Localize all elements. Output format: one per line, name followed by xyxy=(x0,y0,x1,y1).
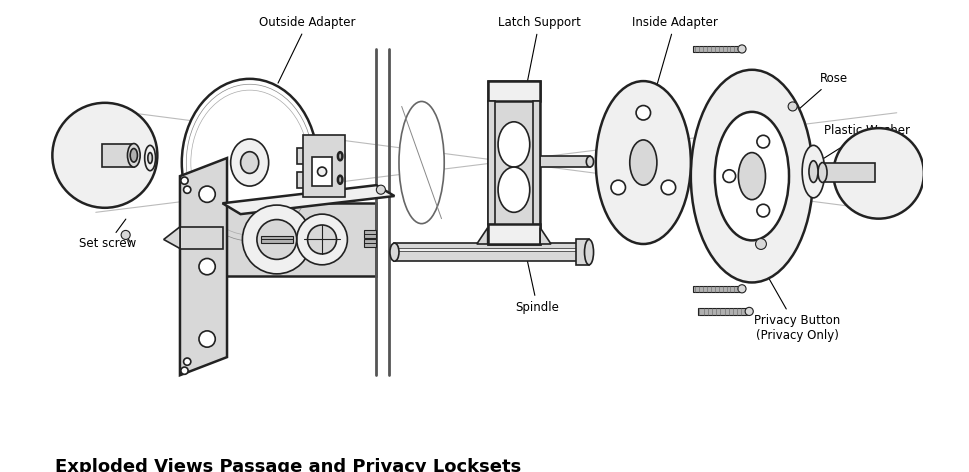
Circle shape xyxy=(611,180,625,194)
Ellipse shape xyxy=(586,156,594,167)
Ellipse shape xyxy=(338,176,342,184)
Polygon shape xyxy=(477,228,487,244)
Bar xyxy=(297,172,340,188)
Ellipse shape xyxy=(715,112,789,240)
Circle shape xyxy=(756,238,766,249)
Text: Spindle: Spindle xyxy=(516,256,559,314)
Text: Privacy Button
(Privacy Only): Privacy Button (Privacy Only) xyxy=(753,251,840,342)
Circle shape xyxy=(757,135,769,148)
Polygon shape xyxy=(180,227,223,249)
Ellipse shape xyxy=(745,307,753,315)
Bar xyxy=(577,239,589,265)
Bar xyxy=(823,162,875,183)
Circle shape xyxy=(121,230,130,239)
Text: Outside Adapter: Outside Adapter xyxy=(260,16,356,83)
Bar xyxy=(312,157,332,186)
Circle shape xyxy=(833,128,923,219)
Ellipse shape xyxy=(818,162,828,183)
Text: Latch Support: Latch Support xyxy=(498,16,580,101)
Bar xyxy=(487,81,540,244)
Circle shape xyxy=(723,170,735,183)
Ellipse shape xyxy=(182,79,318,246)
Circle shape xyxy=(52,103,157,208)
Polygon shape xyxy=(540,228,551,244)
Polygon shape xyxy=(223,185,394,214)
Circle shape xyxy=(257,219,297,260)
Bar xyxy=(487,81,540,101)
Bar xyxy=(102,143,134,167)
Ellipse shape xyxy=(691,70,813,282)
Bar xyxy=(297,148,340,164)
Circle shape xyxy=(318,167,327,176)
Ellipse shape xyxy=(144,145,156,171)
Bar xyxy=(223,203,376,276)
Text: Plastic Washer: Plastic Washer xyxy=(820,124,910,161)
Circle shape xyxy=(199,259,215,275)
Circle shape xyxy=(757,204,769,217)
Bar xyxy=(693,286,740,292)
Circle shape xyxy=(297,214,348,265)
Ellipse shape xyxy=(738,45,746,53)
Ellipse shape xyxy=(335,148,345,164)
Text: Set screw: Set screw xyxy=(78,219,137,251)
Bar xyxy=(698,308,747,314)
Ellipse shape xyxy=(584,239,594,265)
Ellipse shape xyxy=(148,152,152,163)
Bar xyxy=(693,46,740,52)
Circle shape xyxy=(376,185,386,194)
Text: Rose: Rose xyxy=(787,72,848,120)
Circle shape xyxy=(183,186,191,194)
Circle shape xyxy=(307,225,336,254)
Ellipse shape xyxy=(802,145,825,198)
Bar xyxy=(533,101,540,224)
Bar xyxy=(394,248,580,251)
Circle shape xyxy=(242,205,311,274)
Bar xyxy=(394,243,580,261)
Bar xyxy=(487,224,540,244)
Ellipse shape xyxy=(128,143,141,167)
Ellipse shape xyxy=(399,101,444,224)
Ellipse shape xyxy=(630,140,657,185)
Polygon shape xyxy=(180,158,227,375)
Ellipse shape xyxy=(335,172,345,188)
Circle shape xyxy=(183,358,191,365)
Ellipse shape xyxy=(809,161,818,183)
Text: Exploded Views Passage and Privacy Locksets: Exploded Views Passage and Privacy Locks… xyxy=(55,458,521,472)
Ellipse shape xyxy=(338,152,342,160)
Circle shape xyxy=(788,102,797,111)
Bar xyxy=(363,230,376,238)
Bar xyxy=(363,239,376,247)
Ellipse shape xyxy=(130,149,138,162)
Bar xyxy=(540,156,590,167)
Ellipse shape xyxy=(390,243,399,261)
Bar xyxy=(303,135,345,197)
Circle shape xyxy=(181,367,188,374)
Circle shape xyxy=(199,186,215,202)
Circle shape xyxy=(636,106,650,120)
Text: Inside Adapter: Inside Adapter xyxy=(632,16,718,92)
Circle shape xyxy=(199,331,215,347)
Bar xyxy=(487,101,495,224)
Bar xyxy=(261,236,293,243)
Ellipse shape xyxy=(498,167,530,212)
Circle shape xyxy=(661,180,675,194)
Ellipse shape xyxy=(738,152,766,200)
Circle shape xyxy=(181,177,188,184)
Ellipse shape xyxy=(231,139,268,186)
Ellipse shape xyxy=(498,122,530,167)
Ellipse shape xyxy=(738,285,746,293)
Ellipse shape xyxy=(596,81,691,244)
Polygon shape xyxy=(164,227,180,249)
Ellipse shape xyxy=(240,152,259,173)
